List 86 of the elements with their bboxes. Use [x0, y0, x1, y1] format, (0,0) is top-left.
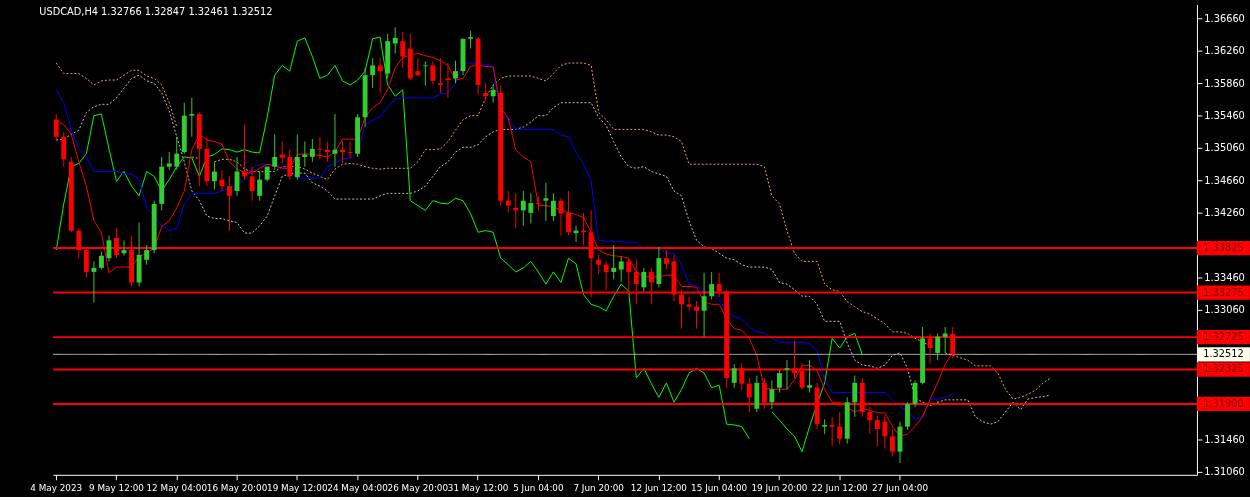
- candlestick: [822, 418, 828, 435]
- candlestick: [257, 171, 263, 202]
- candlestick: [279, 141, 285, 164]
- candlestick: [769, 379, 775, 410]
- x-tick-label: 16 May 20:00: [206, 483, 268, 494]
- candlestick: [392, 26, 398, 54]
- candlestick: [905, 401, 910, 431]
- candlestick: [272, 133, 278, 171]
- candlestick: [370, 57, 376, 89]
- candlestick: [807, 359, 813, 394]
- ref-line-label: 1.32512: [1203, 348, 1244, 360]
- x-tick-label: 19 Jun 20:00: [751, 483, 808, 494]
- candlestick: [837, 411, 843, 445]
- candlestick: [437, 57, 443, 94]
- candlestick: [550, 192, 556, 222]
- x-tick-label: 22 Jun 12:00: [811, 483, 869, 494]
- x-tick-label: 19 May 12:00: [267, 483, 328, 494]
- candlestick: [776, 369, 782, 394]
- ref-line-label: 1.32325: [1203, 363, 1244, 375]
- candlestick: [287, 149, 293, 181]
- candlestick: [641, 267, 647, 292]
- candlestick: [731, 363, 737, 389]
- candlestick: [784, 359, 790, 390]
- candlestick: [347, 141, 353, 160]
- candlestick: [227, 175, 232, 232]
- candlestick: [611, 244, 617, 280]
- candlestick: [91, 260, 97, 304]
- candlestick: [309, 138, 315, 163]
- y-tick-label: 1.35460: [1204, 110, 1245, 122]
- candlestick: [535, 195, 541, 211]
- ref-line-label: 1.33275: [1203, 286, 1244, 298]
- candlestick: [317, 136, 323, 160]
- candlestick: [686, 296, 692, 312]
- candlestick: [61, 131, 67, 168]
- x-tick-label: 12 May 04:00: [146, 483, 208, 494]
- y-tick-label: 1.31460: [1204, 433, 1245, 445]
- candlestick: [701, 272, 707, 338]
- y-tick-label: 1.34260: [1204, 207, 1245, 219]
- candlestick: [942, 326, 948, 354]
- candlestick: [505, 190, 511, 214]
- x-tick-label: 27 Jun 04:00: [871, 483, 929, 494]
- candlestick: [618, 256, 624, 283]
- x-tick-label: 4 May 2023: [30, 483, 83, 494]
- candlestick: [874, 414, 880, 447]
- candlestick: [445, 62, 451, 99]
- candlestick: [294, 133, 300, 181]
- candlestick: [430, 60, 436, 86]
- ref-line-label: 1.32725: [1203, 331, 1244, 343]
- candlestick: [543, 182, 549, 222]
- x-tick-label: 5 Jun 04:00: [513, 483, 564, 494]
- candlestick: [694, 300, 700, 330]
- candlestick: [453, 60, 458, 84]
- y-tick-label: 1.31060: [1204, 466, 1245, 478]
- candlestick: [709, 271, 715, 300]
- candlestick: [211, 161, 217, 190]
- x-tick-label: 9 May 12:00: [89, 483, 145, 494]
- candlestick: [596, 254, 602, 275]
- x-tick-label: 7 Jun 20:00: [573, 483, 625, 494]
- candlestick: [603, 260, 609, 291]
- ref-line-label: 1.33825: [1203, 241, 1244, 253]
- candlestick: [566, 190, 571, 236]
- y-tick-label: 1.33460: [1204, 272, 1245, 284]
- candlestick: [422, 60, 428, 87]
- x-tick-label: 24 May 04:00: [327, 483, 389, 494]
- candlestick: [520, 190, 526, 227]
- y-tick-label: 1.35860: [1204, 77, 1245, 89]
- y-tick-label: 1.36260: [1204, 45, 1245, 57]
- ref-line-label: 1.31900: [1203, 397, 1244, 409]
- candlestick: [144, 244, 150, 266]
- x-tick-label: 31 May 12:00: [447, 483, 509, 494]
- x-tick-label: 26 May 20:00: [387, 483, 449, 494]
- chart-title: USDCAD,H4 1.32766 1.32847 1.32461 1.32512: [39, 6, 273, 18]
- y-tick-label: 1.36660: [1204, 12, 1245, 24]
- y-tick-label: 1.35060: [1204, 142, 1245, 154]
- candlestick: [852, 375, 858, 418]
- candlestick: [174, 136, 180, 171]
- x-tick-label: 15 Jun 04:00: [691, 483, 748, 494]
- candlestick: [528, 192, 534, 224]
- candlestick: [249, 166, 255, 202]
- x-tick-label: 12 Jun 12:00: [630, 483, 688, 494]
- y-tick-label: 1.34660: [1204, 174, 1245, 186]
- candlestick: [935, 332, 941, 361]
- y-tick-label: 1.33060: [1204, 304, 1245, 316]
- candlestick: [377, 57, 383, 94]
- candlestick: [189, 97, 195, 138]
- candlestick: [829, 416, 835, 447]
